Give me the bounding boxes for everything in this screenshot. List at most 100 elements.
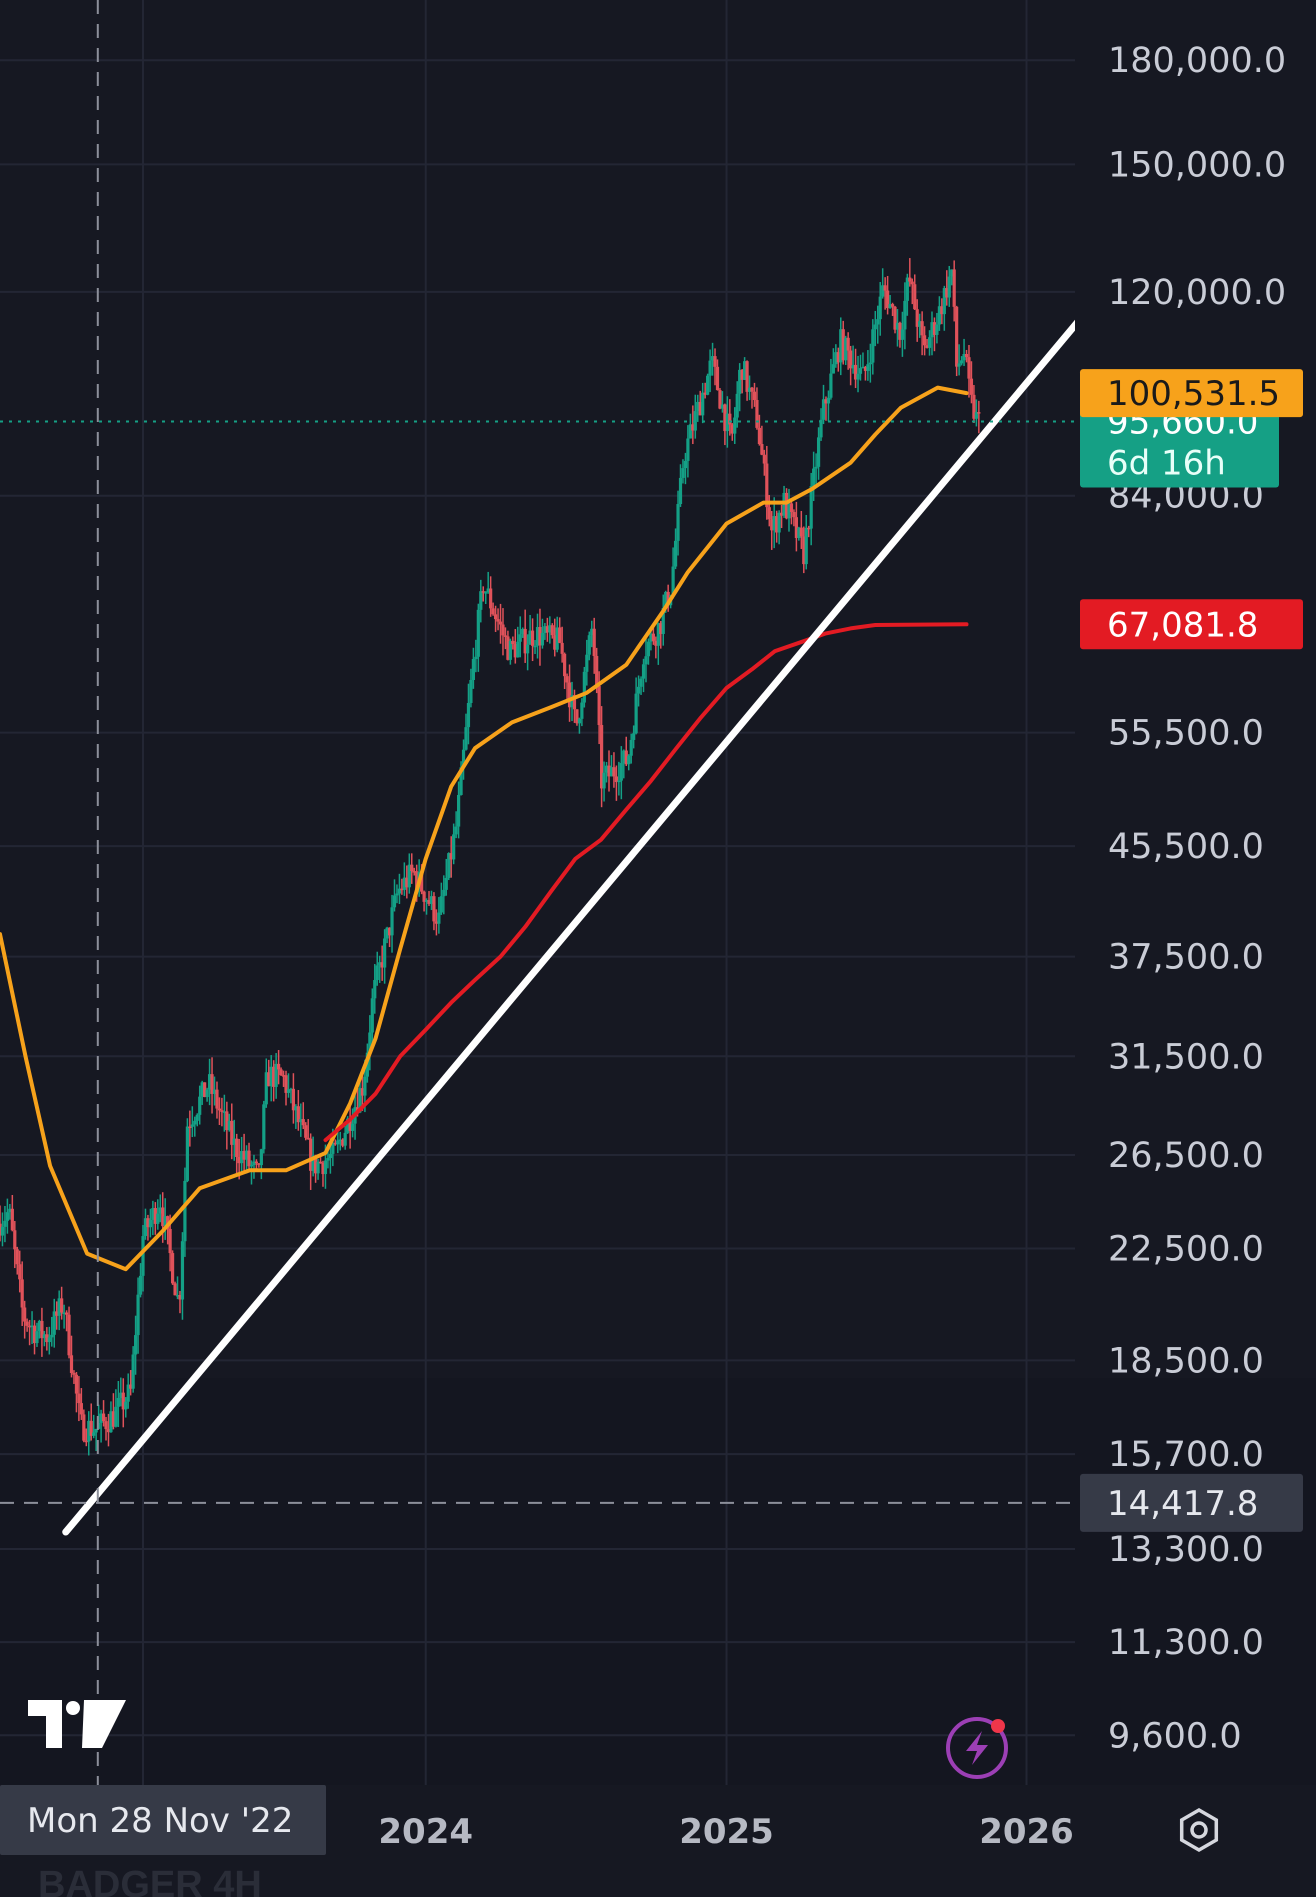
candle-body — [831, 364, 835, 374]
candle-body — [950, 269, 954, 277]
y-tick-label: 18,500.0 — [1108, 1341, 1264, 1381]
candle-body — [715, 366, 720, 391]
candle-body — [545, 626, 549, 633]
candle-body — [358, 1088, 362, 1113]
candle-body — [8, 1208, 12, 1213]
candle-body — [198, 1096, 202, 1115]
candle-body — [274, 1063, 278, 1087]
candle-body — [422, 891, 426, 902]
candle-body — [338, 1139, 342, 1142]
candle-body — [264, 1072, 268, 1105]
candle-body — [807, 527, 811, 530]
candle-body — [141, 1236, 145, 1276]
candle-body — [163, 1216, 167, 1227]
candle-body — [863, 366, 868, 371]
candle-body — [775, 516, 779, 533]
candle-body — [590, 628, 594, 636]
candle-body — [457, 794, 461, 827]
candle-body — [691, 424, 695, 431]
candle-body — [903, 300, 907, 330]
y-tick-label: 180,000.0 — [1108, 41, 1286, 81]
candle-body — [676, 504, 680, 541]
candle-body — [291, 1088, 296, 1111]
candle-body — [217, 1108, 222, 1111]
candle-body — [893, 306, 897, 330]
candle-body — [745, 361, 749, 392]
candle-body — [516, 641, 520, 658]
candle-body — [784, 492, 789, 519]
candle-body — [170, 1253, 175, 1284]
candle-body — [301, 1119, 305, 1126]
candle-body — [257, 1163, 261, 1166]
candle-body — [698, 401, 702, 416]
candle-body — [121, 1392, 125, 1410]
candle-body — [617, 780, 621, 783]
settings-gear-icon[interactable] — [1179, 1807, 1219, 1853]
candle-body — [609, 767, 614, 777]
candle-body — [193, 1120, 197, 1125]
candle-body — [375, 965, 379, 981]
candle-body — [390, 907, 394, 936]
candle-body — [286, 1089, 291, 1093]
candle-body — [915, 309, 919, 327]
candle-body — [442, 889, 446, 897]
candle-body — [136, 1294, 140, 1336]
candle-body — [762, 454, 766, 464]
candle-body — [558, 627, 562, 643]
candle-body — [259, 1149, 263, 1166]
candle-body — [681, 468, 685, 478]
candle-body — [72, 1372, 76, 1375]
candle-body — [841, 329, 845, 361]
candle-body — [69, 1355, 74, 1373]
candle-body — [454, 826, 458, 835]
candle-body — [114, 1406, 118, 1427]
candle-body — [131, 1354, 135, 1389]
candle-body — [890, 304, 895, 307]
y-tick-label: 26,500.0 — [1108, 1136, 1264, 1176]
candle-body — [410, 864, 414, 872]
candle-body — [602, 772, 606, 789]
candle-body — [294, 1106, 298, 1111]
candle-body — [496, 619, 500, 622]
x-tick-label: 2024 — [378, 1812, 473, 1852]
tradingview-logo[interactable] — [28, 1700, 126, 1748]
candle-body — [311, 1155, 315, 1171]
candle-body — [664, 591, 668, 609]
candle-body — [37, 1320, 42, 1332]
candle-body — [540, 633, 545, 646]
candle-body — [922, 335, 927, 346]
candle-body — [143, 1218, 148, 1237]
candle-body — [910, 281, 914, 285]
candle-body — [513, 644, 517, 658]
crosshair-date-badge: Mon 28 Nov '22 — [0, 1785, 326, 1855]
candle-body — [666, 591, 670, 606]
candle-body — [50, 1334, 54, 1338]
candle-body — [242, 1151, 246, 1160]
candle-body — [30, 1325, 34, 1328]
candle-body — [3, 1220, 7, 1227]
lightning-alert-icon[interactable] — [946, 1717, 1008, 1779]
crosshair-value-label: 14,417.8 — [1107, 1484, 1258, 1524]
candle-body — [469, 680, 473, 703]
candle-body — [799, 527, 803, 537]
candle-body — [434, 921, 439, 924]
candle-body — [604, 765, 609, 773]
candle-body — [720, 404, 725, 409]
candle-body — [849, 350, 853, 369]
candle-body — [385, 927, 389, 939]
candle-body — [900, 329, 905, 340]
candle-body — [323, 1160, 328, 1175]
candle-body — [306, 1137, 310, 1140]
candle-body — [309, 1138, 313, 1171]
candle-body — [787, 503, 791, 519]
crosshair — [0, 0, 1075, 1785]
candle-body — [424, 900, 429, 902]
candle-body — [797, 527, 801, 538]
candle-body — [336, 1140, 340, 1145]
overlay-watermark: BADGER 4H — [38, 1864, 262, 1897]
candle-body — [735, 393, 739, 418]
candle-body — [538, 627, 542, 646]
candle-body — [313, 1155, 318, 1174]
candle-body — [777, 512, 781, 533]
